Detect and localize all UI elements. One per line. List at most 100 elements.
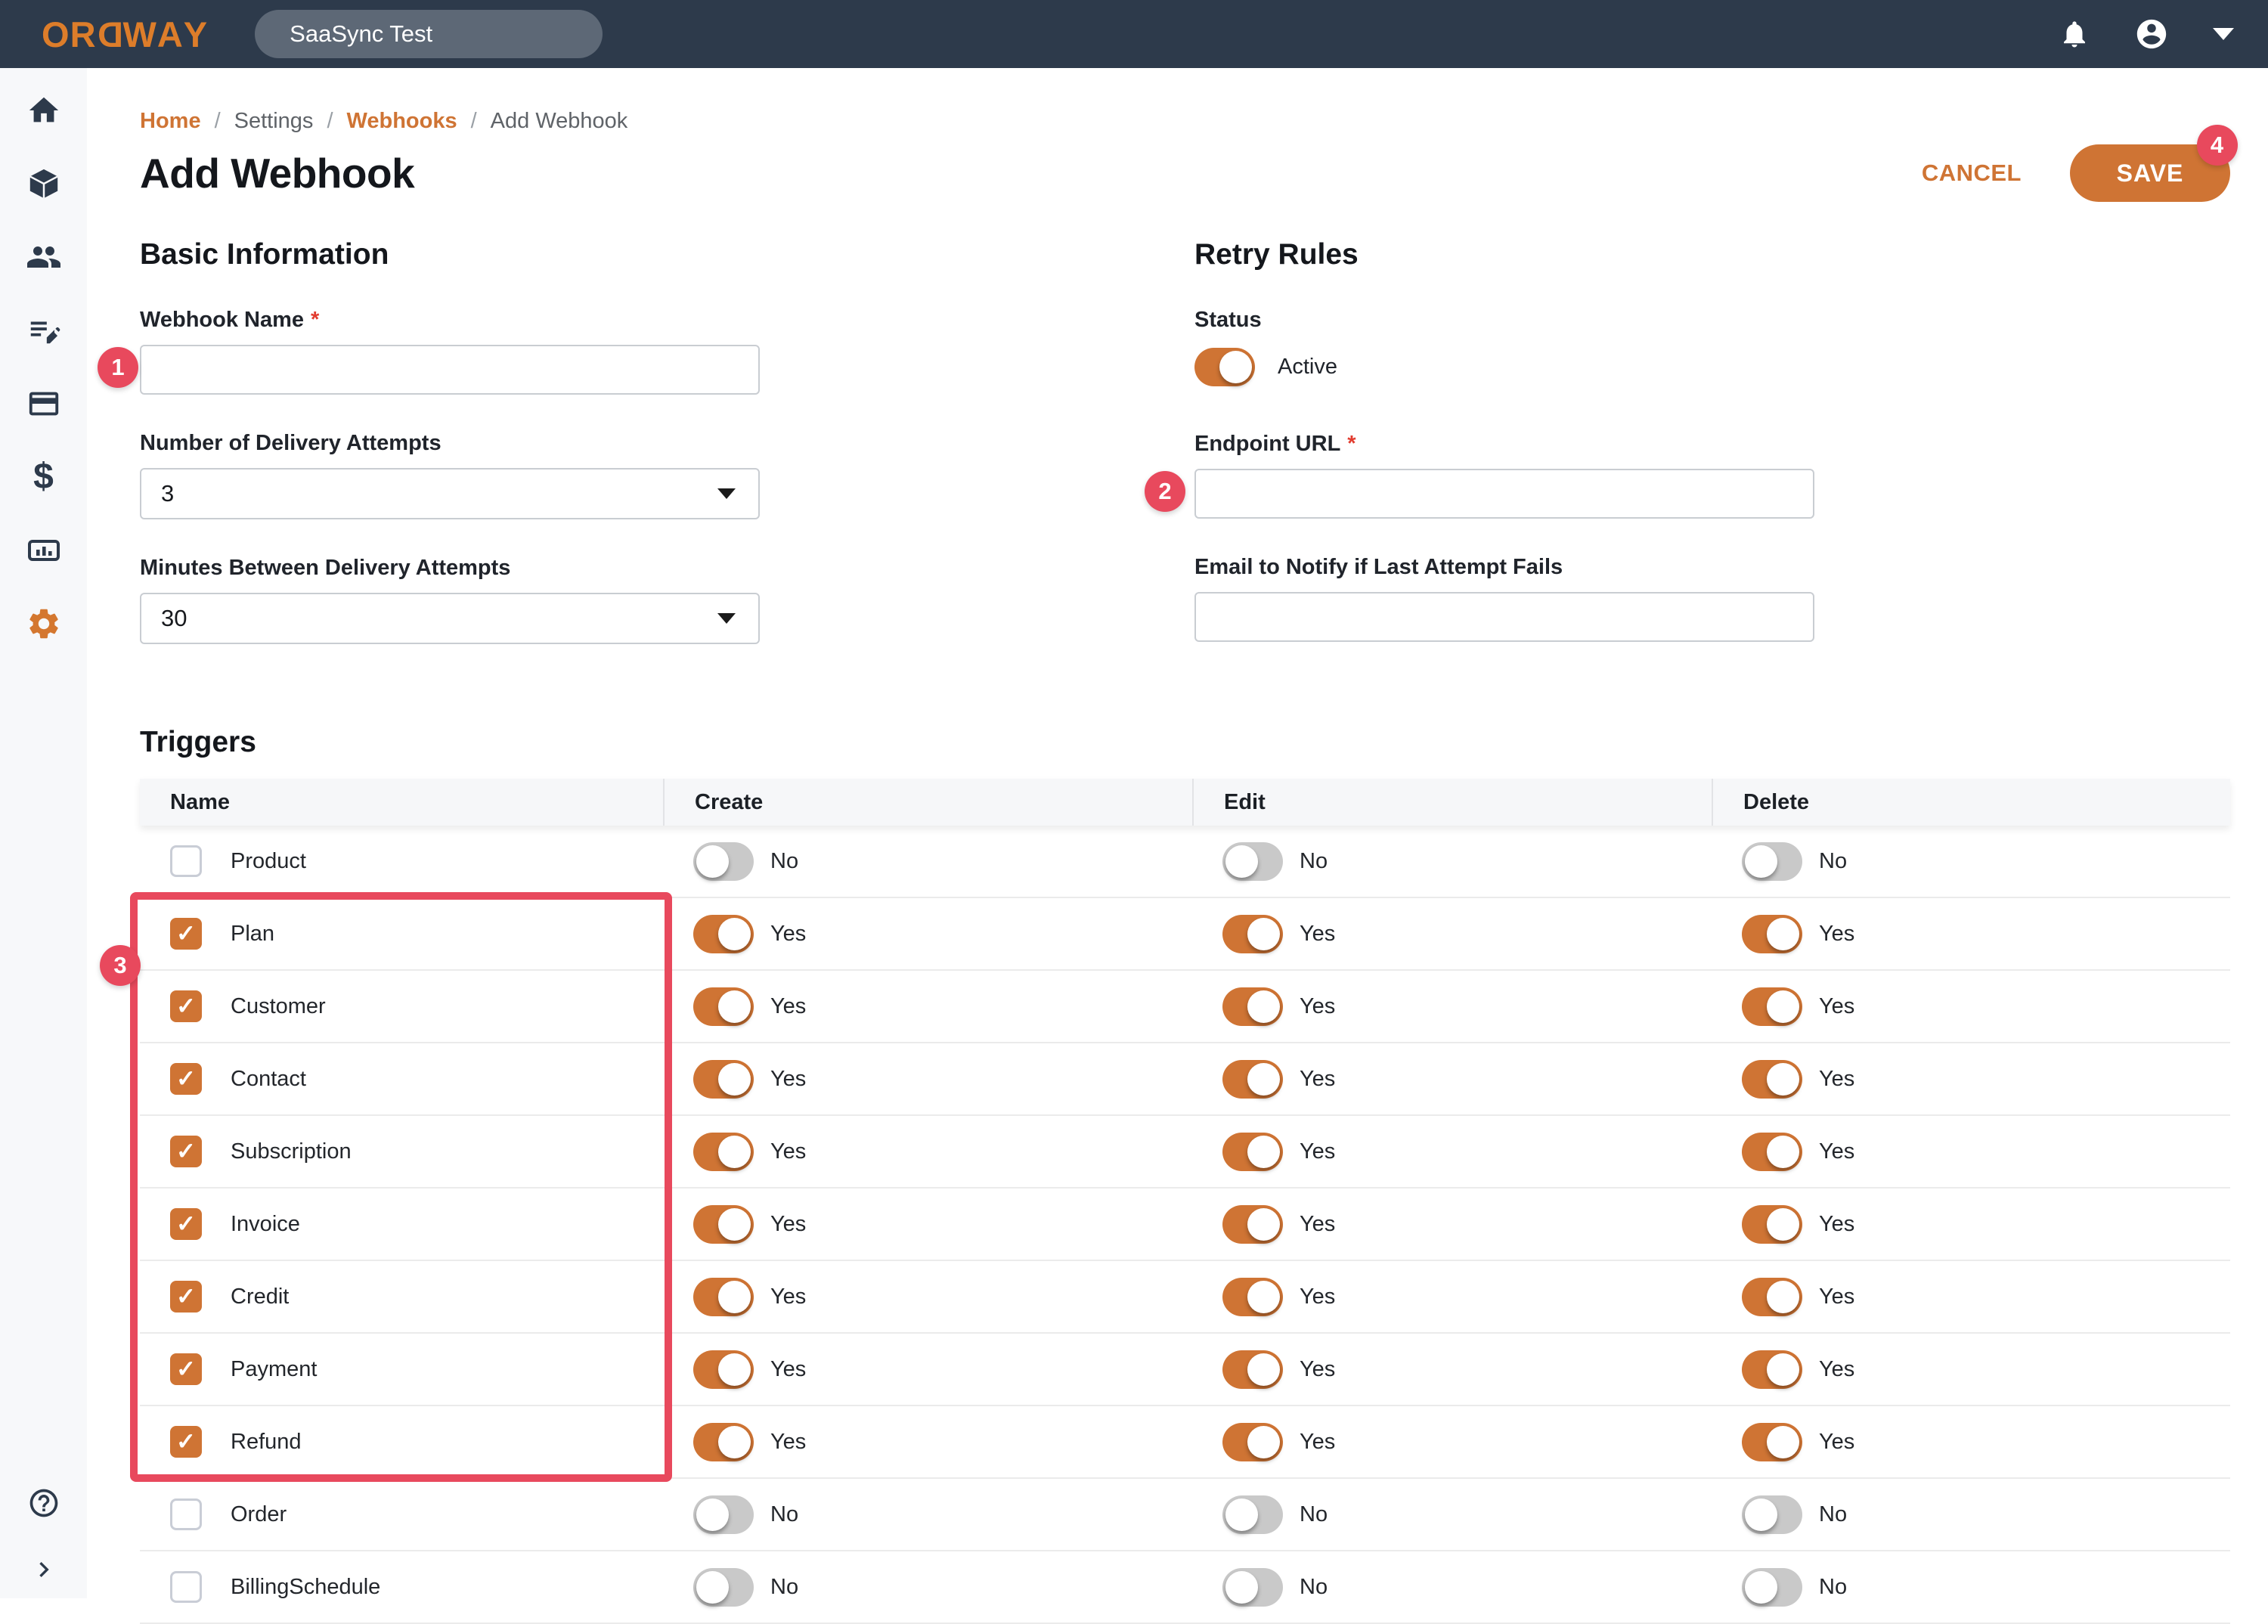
toggle-edit[interactable] (1222, 987, 1283, 1026)
trigger-create-cell: No (663, 841, 1192, 881)
toggle-create[interactable] (693, 914, 754, 953)
toggle-edit-label: Yes (1300, 1066, 1336, 1091)
toggle-delete[interactable] (1742, 1495, 1802, 1534)
required-asterisk: * (1347, 432, 1356, 456)
toggle-edit[interactable] (1222, 1132, 1283, 1171)
sidebar-item-home[interactable] (26, 92, 62, 129)
trigger-row: ✓ Refund Yes Yes Yes (140, 1406, 2230, 1479)
breadcrumb-separator: / (327, 109, 333, 133)
toggle-delete[interactable] (1742, 841, 1802, 881)
toggle-edit-label: Yes (1300, 1284, 1336, 1309)
avatar-icon[interactable] (2134, 17, 2169, 51)
trigger-checkbox[interactable]: ✓ (170, 918, 202, 950)
toggle-delete-label: Yes (1819, 1066, 1855, 1091)
toggle-edit[interactable] (1222, 1495, 1283, 1534)
trigger-checkbox[interactable]: ✓ (170, 1426, 202, 1458)
trigger-checkbox[interactable]: ✓ (170, 1281, 202, 1313)
trigger-edit-cell: No (1192, 1567, 1712, 1607)
trigger-name: Customer (231, 993, 326, 1018)
status-toggle[interactable] (1194, 348, 1255, 386)
toggle-edit[interactable] (1222, 1350, 1283, 1389)
toggle-create[interactable] (693, 1422, 754, 1461)
help-button[interactable] (26, 1485, 62, 1521)
sidebar-item-reports[interactable] (26, 532, 62, 569)
company-context-pill[interactable]: SaaSync Test (255, 10, 603, 58)
breadcrumb-settings[interactable]: Settings (234, 109, 314, 133)
toggle-create[interactable] (693, 1277, 754, 1316)
toggle-delete[interactable] (1742, 987, 1802, 1026)
trigger-delete-cell: No (1712, 841, 2230, 881)
toggle-delete[interactable] (1742, 914, 1802, 953)
sidebar-item-customers[interactable] (26, 239, 62, 275)
toggle-create[interactable] (693, 1204, 754, 1244)
trigger-name-cell: ✓ Invoice (140, 1208, 663, 1240)
toggle-create[interactable] (693, 1350, 754, 1389)
trigger-row: BillingSchedule No No No (140, 1551, 2230, 1624)
bell-icon[interactable] (2059, 18, 2090, 50)
cancel-button[interactable]: CANCEL (1921, 160, 2022, 186)
trigger-checkbox[interactable]: ✓ (170, 1063, 202, 1095)
toggle-create[interactable] (693, 1132, 754, 1171)
caret-down-icon[interactable] (2213, 28, 2234, 40)
toggle-edit[interactable] (1222, 1567, 1283, 1607)
trigger-checkbox[interactable]: ✓ (170, 1208, 202, 1240)
trigger-name-cell: ✓ Customer (140, 990, 663, 1022)
trigger-name: Subscription (231, 1139, 352, 1164)
breadcrumb-home[interactable]: Home (140, 109, 201, 133)
toggle-delete[interactable] (1742, 1132, 1802, 1171)
endpoint-url-input[interactable] (1194, 469, 1814, 519)
retry-rules-heading: Retry Rules (1194, 238, 1359, 271)
toggle-create[interactable] (693, 987, 754, 1026)
toggle-create[interactable] (693, 841, 754, 881)
sidebar-item-contracts[interactable] (26, 312, 62, 349)
save-button[interactable]: SAVE 4 (2070, 125, 2238, 202)
trigger-edit-cell: Yes (1192, 1059, 1712, 1099)
trigger-checkbox[interactable]: ✓ (170, 1136, 202, 1167)
breadcrumb-webhooks[interactable]: Webhooks (346, 109, 457, 133)
trigger-edit-cell: Yes (1192, 914, 1712, 953)
trigger-create-cell: Yes (663, 1132, 1192, 1171)
trigger-checkbox[interactable] (170, 845, 202, 877)
column-header-edit: Edit (1192, 779, 1712, 826)
toggle-edit[interactable] (1222, 1277, 1283, 1316)
toggle-create[interactable] (693, 1059, 754, 1099)
sidebar-item-billing[interactable] (26, 386, 62, 422)
delivery-attempts-select[interactable]: 3 (140, 468, 760, 519)
trigger-row: ✓ Invoice Yes Yes Yes (140, 1189, 2230, 1261)
trigger-checkbox[interactable]: ✓ (170, 1353, 202, 1385)
required-asterisk: * (311, 308, 320, 332)
trigger-name: Contact (231, 1066, 306, 1091)
toggle-edit-label: Yes (1300, 1139, 1336, 1164)
collapse-button[interactable] (26, 1551, 62, 1588)
sidebar-item-settings[interactable] (26, 606, 62, 642)
trigger-create-cell: No (663, 1495, 1192, 1534)
webhook-name-input[interactable] (140, 345, 760, 395)
toggle-delete[interactable] (1742, 1350, 1802, 1389)
toggle-edit[interactable] (1222, 1059, 1283, 1099)
toggle-edit[interactable] (1222, 1422, 1283, 1461)
toggle-delete[interactable] (1742, 1422, 1802, 1461)
endpoint-url-label: Endpoint URL * (1194, 432, 1356, 456)
sidebar-item-payments[interactable]: $ (26, 459, 62, 495)
minutes-between-select[interactable]: 30 (140, 593, 760, 644)
trigger-checkbox[interactable] (170, 1498, 202, 1530)
toggle-delete[interactable] (1742, 1204, 1802, 1244)
toggle-edit[interactable] (1222, 841, 1283, 881)
status-value: Active (1278, 355, 1337, 379)
status-label: Status (1194, 308, 1262, 332)
toggle-delete[interactable] (1742, 1059, 1802, 1099)
sidebar-item-products[interactable] (26, 166, 62, 202)
toggle-create[interactable] (693, 1567, 754, 1607)
trigger-name-cell: ✓ Contact (140, 1063, 663, 1095)
email-notify-input[interactable] (1194, 592, 1814, 642)
toggle-edit[interactable] (1222, 914, 1283, 953)
toggle-delete[interactable] (1742, 1277, 1802, 1316)
toggle-edit[interactable] (1222, 1204, 1283, 1244)
toggle-delete[interactable] (1742, 1567, 1802, 1607)
toggle-create[interactable] (693, 1495, 754, 1534)
delivery-attempts-value: 3 (161, 480, 175, 507)
trigger-checkbox[interactable]: ✓ (170, 990, 202, 1022)
trigger-name-cell: Product (140, 845, 663, 877)
main-content: Home / Settings / Webhooks / Add Webhook… (87, 68, 2268, 1624)
